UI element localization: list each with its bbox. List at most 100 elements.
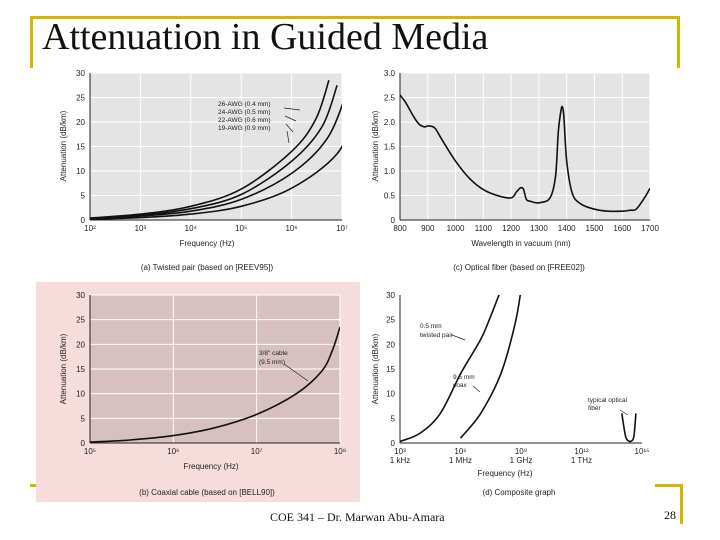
chart-c-y-tick-label: 0.5 (384, 192, 396, 201)
frame-bottom-right-bar (655, 484, 683, 487)
chart-b: 0 5 10 15 20 25 30 10⁵ 10⁶ 10⁷ 10⁸ Frequency (Hz) At… (36, 282, 360, 502)
chart-b-x-tick-label: 10⁶ (167, 447, 179, 456)
chart-d-x-tick-label: 10¹⁵ (635, 447, 650, 456)
chart-a-y-tick-label: 15 (76, 143, 85, 152)
chart-a-y-tick-label: 0 (81, 216, 86, 225)
frame-bottom-right-vertical (680, 484, 683, 524)
chart-d-plot-area (400, 295, 642, 443)
chart-d-y-tick-label: 10 (386, 390, 395, 399)
chart-c-x-tick-label: 1200 (502, 224, 520, 233)
chart-d-annotation: typical optical (588, 397, 628, 404)
chart-c-y-tick-label: 3.0 (384, 69, 396, 78)
chart-b-x-tick-label: 10⁷ (251, 447, 263, 456)
chart-d-x-tick-label: 10⁹ (515, 447, 527, 456)
chart-c-y-tick-label: 2.0 (384, 118, 396, 127)
chart-d-annotation: twisted pair (420, 332, 454, 339)
chart-a-x-tick-label: 10⁷ (336, 224, 348, 233)
chart-d-x-tick-sublabel: 1 MHz (449, 456, 472, 465)
chart-b-y-tick-label: 10 (76, 390, 85, 399)
chart-a-series-line (90, 144, 342, 220)
chart-a-series-line (90, 85, 338, 220)
chart-a-y-tick-label: 20 (76, 118, 85, 127)
chart-a-annotation-leader (284, 115, 297, 122)
chart-c-x-tick-label: 1700 (641, 224, 659, 233)
frame-top-bar (30, 16, 680, 19)
chart-a-x-tick-label: 10⁶ (285, 224, 297, 233)
chart-b-y-tick-label: 30 (76, 291, 85, 300)
chart-d-annotation: coax (453, 382, 467, 389)
chart-c-x-tick-label: 1000 (447, 224, 465, 233)
chart-d-x-tick-sublabel: 1 kHz (390, 456, 410, 465)
chart-a-y-tick-label: 10 (76, 167, 85, 176)
chart-b-y-tick-label: 0 (81, 439, 86, 448)
chart-c-x-tick-label: 1300 (530, 224, 548, 233)
chart-d-y-tick-label: 20 (386, 340, 395, 349)
chart-b-series-line (90, 326, 340, 443)
chart-c-x-tick-label: 900 (421, 224, 435, 233)
chart-d-y-tick-label: 25 (386, 316, 395, 325)
chart-c-caption: (c) Optical fiber (based on [FREE02]) (453, 263, 585, 272)
chart-d-x-tick-label: 10⁶ (454, 447, 466, 456)
chart-b-y-tick-label: 25 (76, 316, 85, 325)
chart-d-y-tick-label: 5 (391, 414, 396, 423)
chart-c-x-tick-label: 1600 (613, 224, 631, 233)
chart-d-annotation: 0.5 mm (420, 323, 442, 330)
chart-d-x-axis-label: Frequency (Hz) (477, 469, 532, 478)
chart-b-x-tick-label: 10⁸ (334, 447, 346, 456)
chart-b-y-tick-label: 15 (76, 365, 85, 374)
chart-c-y-tick-label: 1.0 (384, 167, 396, 176)
chart-a-x-tick-label: 10⁵ (235, 224, 247, 233)
chart-d-x-tick-sublabel: 1 THz (571, 456, 592, 465)
chart-c-x-tick-label: 1500 (586, 224, 604, 233)
chart-a-x-tick-label: 10² (84, 224, 96, 233)
chart-b-x-tick-label: 10⁵ (84, 447, 96, 456)
chart-d-x-tick-label: 10³ (394, 447, 406, 456)
chart-d-y-tick-label: 30 (386, 291, 395, 300)
chart-a-annotation-leader (286, 130, 290, 144)
chart-c-x-axis-label: Wavelength in vacuum (nm) (471, 239, 571, 248)
chart-a-y-tick-label: 5 (81, 192, 86, 201)
chart-c-y-axis-label: Attenuation (dB/km) (371, 110, 380, 181)
chart-b-y-axis-label: Attenuation (dB/km) (59, 333, 68, 404)
chart-d-y-tick-label: 15 (386, 365, 395, 374)
chart-a-x-axis-label: Frequency (Hz) (179, 239, 234, 248)
chart-a-annotation: 26-AWG (0.4 mm) (218, 101, 271, 108)
chart-b-y-tick-label: 20 (76, 340, 85, 349)
chart-c: 0 0.5 1.0 1.5 2.0 2.5 3.0 800 900 1000 1100 1200 130… (371, 69, 659, 272)
chart-d-x-tick-label: 10¹² (574, 447, 589, 456)
chart-c-y-tick-label: 1.5 (384, 143, 396, 152)
chart-c-x-tick-label: 800 (393, 224, 407, 233)
chart-a-series-line (90, 80, 330, 219)
chart-d-annotation: fiber (588, 405, 601, 412)
chart-c-series-line (400, 94, 650, 213)
chart-a: 0 5 10 15 20 25 30 10² 10³ 10⁴ 10⁵ 10⁶ 10⁷ Frequency … (59, 69, 348, 272)
chart-a-annotation-leader (283, 107, 301, 111)
chart-c-x-tick-label: 1100 (475, 224, 493, 233)
chart-a-annotation: 24-AWG (0.5 mm) (218, 109, 271, 116)
frame-left-bar (30, 16, 33, 68)
chart-a-y-tick-label: 25 (76, 94, 85, 103)
chart-d-series-line (400, 295, 500, 443)
chart-b-annotation: 3/8" cable (259, 350, 288, 357)
chart-a-annotation-leader (285, 123, 294, 133)
chart-a-y-tick-label: 30 (76, 69, 85, 78)
chart-d-series-line (459, 295, 522, 439)
chart-a-caption: (a) Twisted pair (based on [REEV95]) (141, 263, 274, 272)
chart-a-annotation: 22-AWG (0.6 mm) (218, 117, 271, 124)
chart-a-y-axis-label: Attenuation (dB/km) (59, 110, 68, 181)
chart-a-x-tick-label: 10⁴ (185, 224, 198, 233)
chart-d-series-line (621, 413, 637, 443)
chart-d-annotation: 9.5 mm (453, 374, 475, 381)
chart-d-annotation-leader (472, 385, 481, 393)
chart-b-y-tick-label: 5 (81, 414, 86, 423)
chart-c-y-tick-label: 2.5 (384, 94, 396, 103)
chart-d-caption: (d) Composite graph (483, 488, 556, 497)
chart-d-y-axis-label: Attenuation (dB/km) (371, 333, 380, 404)
chart-d-annotation-leader (619, 409, 629, 416)
chart-b-caption: (b) Coaxial cable (based on [BELL90]) (139, 488, 275, 497)
slide-title: Attenuation in Guided Media (42, 16, 489, 58)
chart-a-x-tick-label: 10³ (135, 224, 147, 233)
chart-d-x-tick-sublabel: 1 GHz (510, 456, 533, 465)
